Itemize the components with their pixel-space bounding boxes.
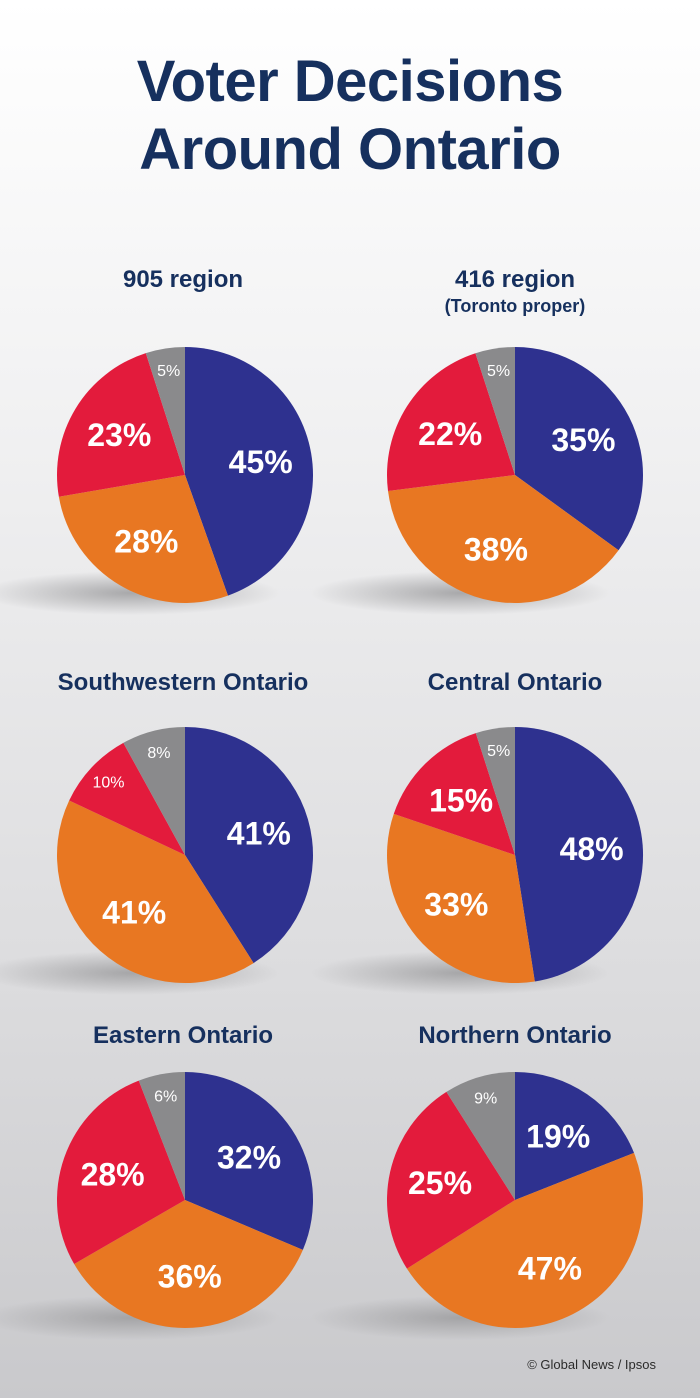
pie-slice-label: 6% bbox=[154, 1088, 177, 1105]
pie-slice-label: 41% bbox=[227, 816, 291, 852]
pie-slice-gray bbox=[475, 726, 515, 855]
pie-slice-label: 5% bbox=[157, 363, 180, 380]
pie-slice-blue bbox=[185, 727, 313, 964]
pie-chart-5: Eastern Ontario 32% 36% 28% 6% bbox=[0, 1022, 314, 1340]
pie-slice-label: 32% bbox=[217, 1140, 281, 1176]
pie-slice-label: 9% bbox=[474, 1091, 497, 1108]
pie-slice-red bbox=[393, 733, 515, 855]
pie-slice-label: 5% bbox=[487, 743, 510, 760]
pie-slice-label: 28% bbox=[81, 1157, 145, 1193]
pie-slice-orange bbox=[406, 1152, 643, 1328]
pie-slice-label: 10% bbox=[92, 775, 124, 792]
chart-title: Eastern Ontario bbox=[93, 1022, 273, 1049]
pie-chart-2: 416 region (Toronto proper) 35% 38% 22% 5% bbox=[310, 266, 643, 615]
pie-slice-red bbox=[387, 353, 515, 492]
pie-slice-orange bbox=[388, 475, 619, 603]
chart-title: Central Ontario bbox=[428, 669, 603, 696]
pie-slice-label: 36% bbox=[158, 1259, 222, 1295]
pie-slice-label: 38% bbox=[464, 531, 528, 567]
chart-subtitle: (Toronto proper) bbox=[445, 296, 586, 316]
pie-slice-label: 22% bbox=[418, 416, 482, 452]
pie-chart-1: 905 region 45% 28% 23% 5% bbox=[0, 266, 314, 615]
pie-slice-orange bbox=[74, 1200, 303, 1329]
pie-slice-label: 47% bbox=[518, 1250, 582, 1286]
pie-slice-orange bbox=[56, 800, 254, 984]
pie-slice-label: 33% bbox=[424, 887, 488, 923]
page-title: Voter Decisions Around Ontario bbox=[0, 48, 700, 184]
pie-slice-blue bbox=[185, 1072, 314, 1250]
pie-slice-label: 23% bbox=[87, 417, 151, 453]
pie-slice-blue bbox=[515, 1072, 635, 1200]
pie-chart-3: Southwestern Ontario 41% 41% 10% 8% bbox=[0, 669, 313, 995]
pie-slice-label: 19% bbox=[526, 1119, 590, 1155]
source-credit: © Global News / Ipsos bbox=[527, 1357, 656, 1372]
pie-slice-red bbox=[56, 1080, 186, 1264]
pie-slice-red bbox=[57, 353, 186, 497]
pie-slice-label: 45% bbox=[229, 444, 293, 480]
pie-chart-6: Northern Ontario 19% 47% 25% 9% bbox=[310, 1022, 643, 1340]
pie-slice-gray bbox=[138, 1072, 185, 1200]
chart-title: Northern Ontario bbox=[418, 1022, 611, 1049]
pie-slice-label: 35% bbox=[551, 422, 615, 458]
pie-slice-label: 8% bbox=[147, 745, 170, 762]
title-line-1: Voter Decisions bbox=[136, 49, 564, 114]
pie-slice-red bbox=[387, 1091, 515, 1269]
pie-slice-blue bbox=[515, 347, 643, 551]
pie-slice-label: 15% bbox=[429, 782, 493, 818]
pie-slice-label: 28% bbox=[114, 523, 178, 559]
pie-slice-blue bbox=[515, 727, 644, 982]
chart-title: 416 region bbox=[455, 266, 575, 293]
pie-slice-orange bbox=[387, 813, 535, 984]
title-line-2: Around Ontario bbox=[139, 117, 561, 182]
pie-slice-label: 41% bbox=[102, 895, 166, 931]
chart-title: Southwestern Ontario bbox=[58, 669, 309, 696]
chart-title: 905 region bbox=[123, 266, 243, 293]
pie-slice-gray bbox=[123, 727, 185, 855]
pie-slice-blue bbox=[185, 346, 314, 596]
pie-slice-label: 5% bbox=[487, 363, 510, 380]
pie-chart-4: Central Ontario 48% 33% 15% 5% bbox=[310, 669, 644, 995]
pie-slice-gray bbox=[446, 1072, 515, 1200]
pie-slice-red bbox=[69, 742, 185, 855]
pie-slice-gray bbox=[475, 347, 515, 475]
pie-slice-label: 25% bbox=[408, 1165, 472, 1201]
pie-slice-gray bbox=[145, 347, 185, 475]
pie-slice-label: 48% bbox=[560, 831, 624, 867]
pie-slice-orange bbox=[58, 475, 228, 604]
